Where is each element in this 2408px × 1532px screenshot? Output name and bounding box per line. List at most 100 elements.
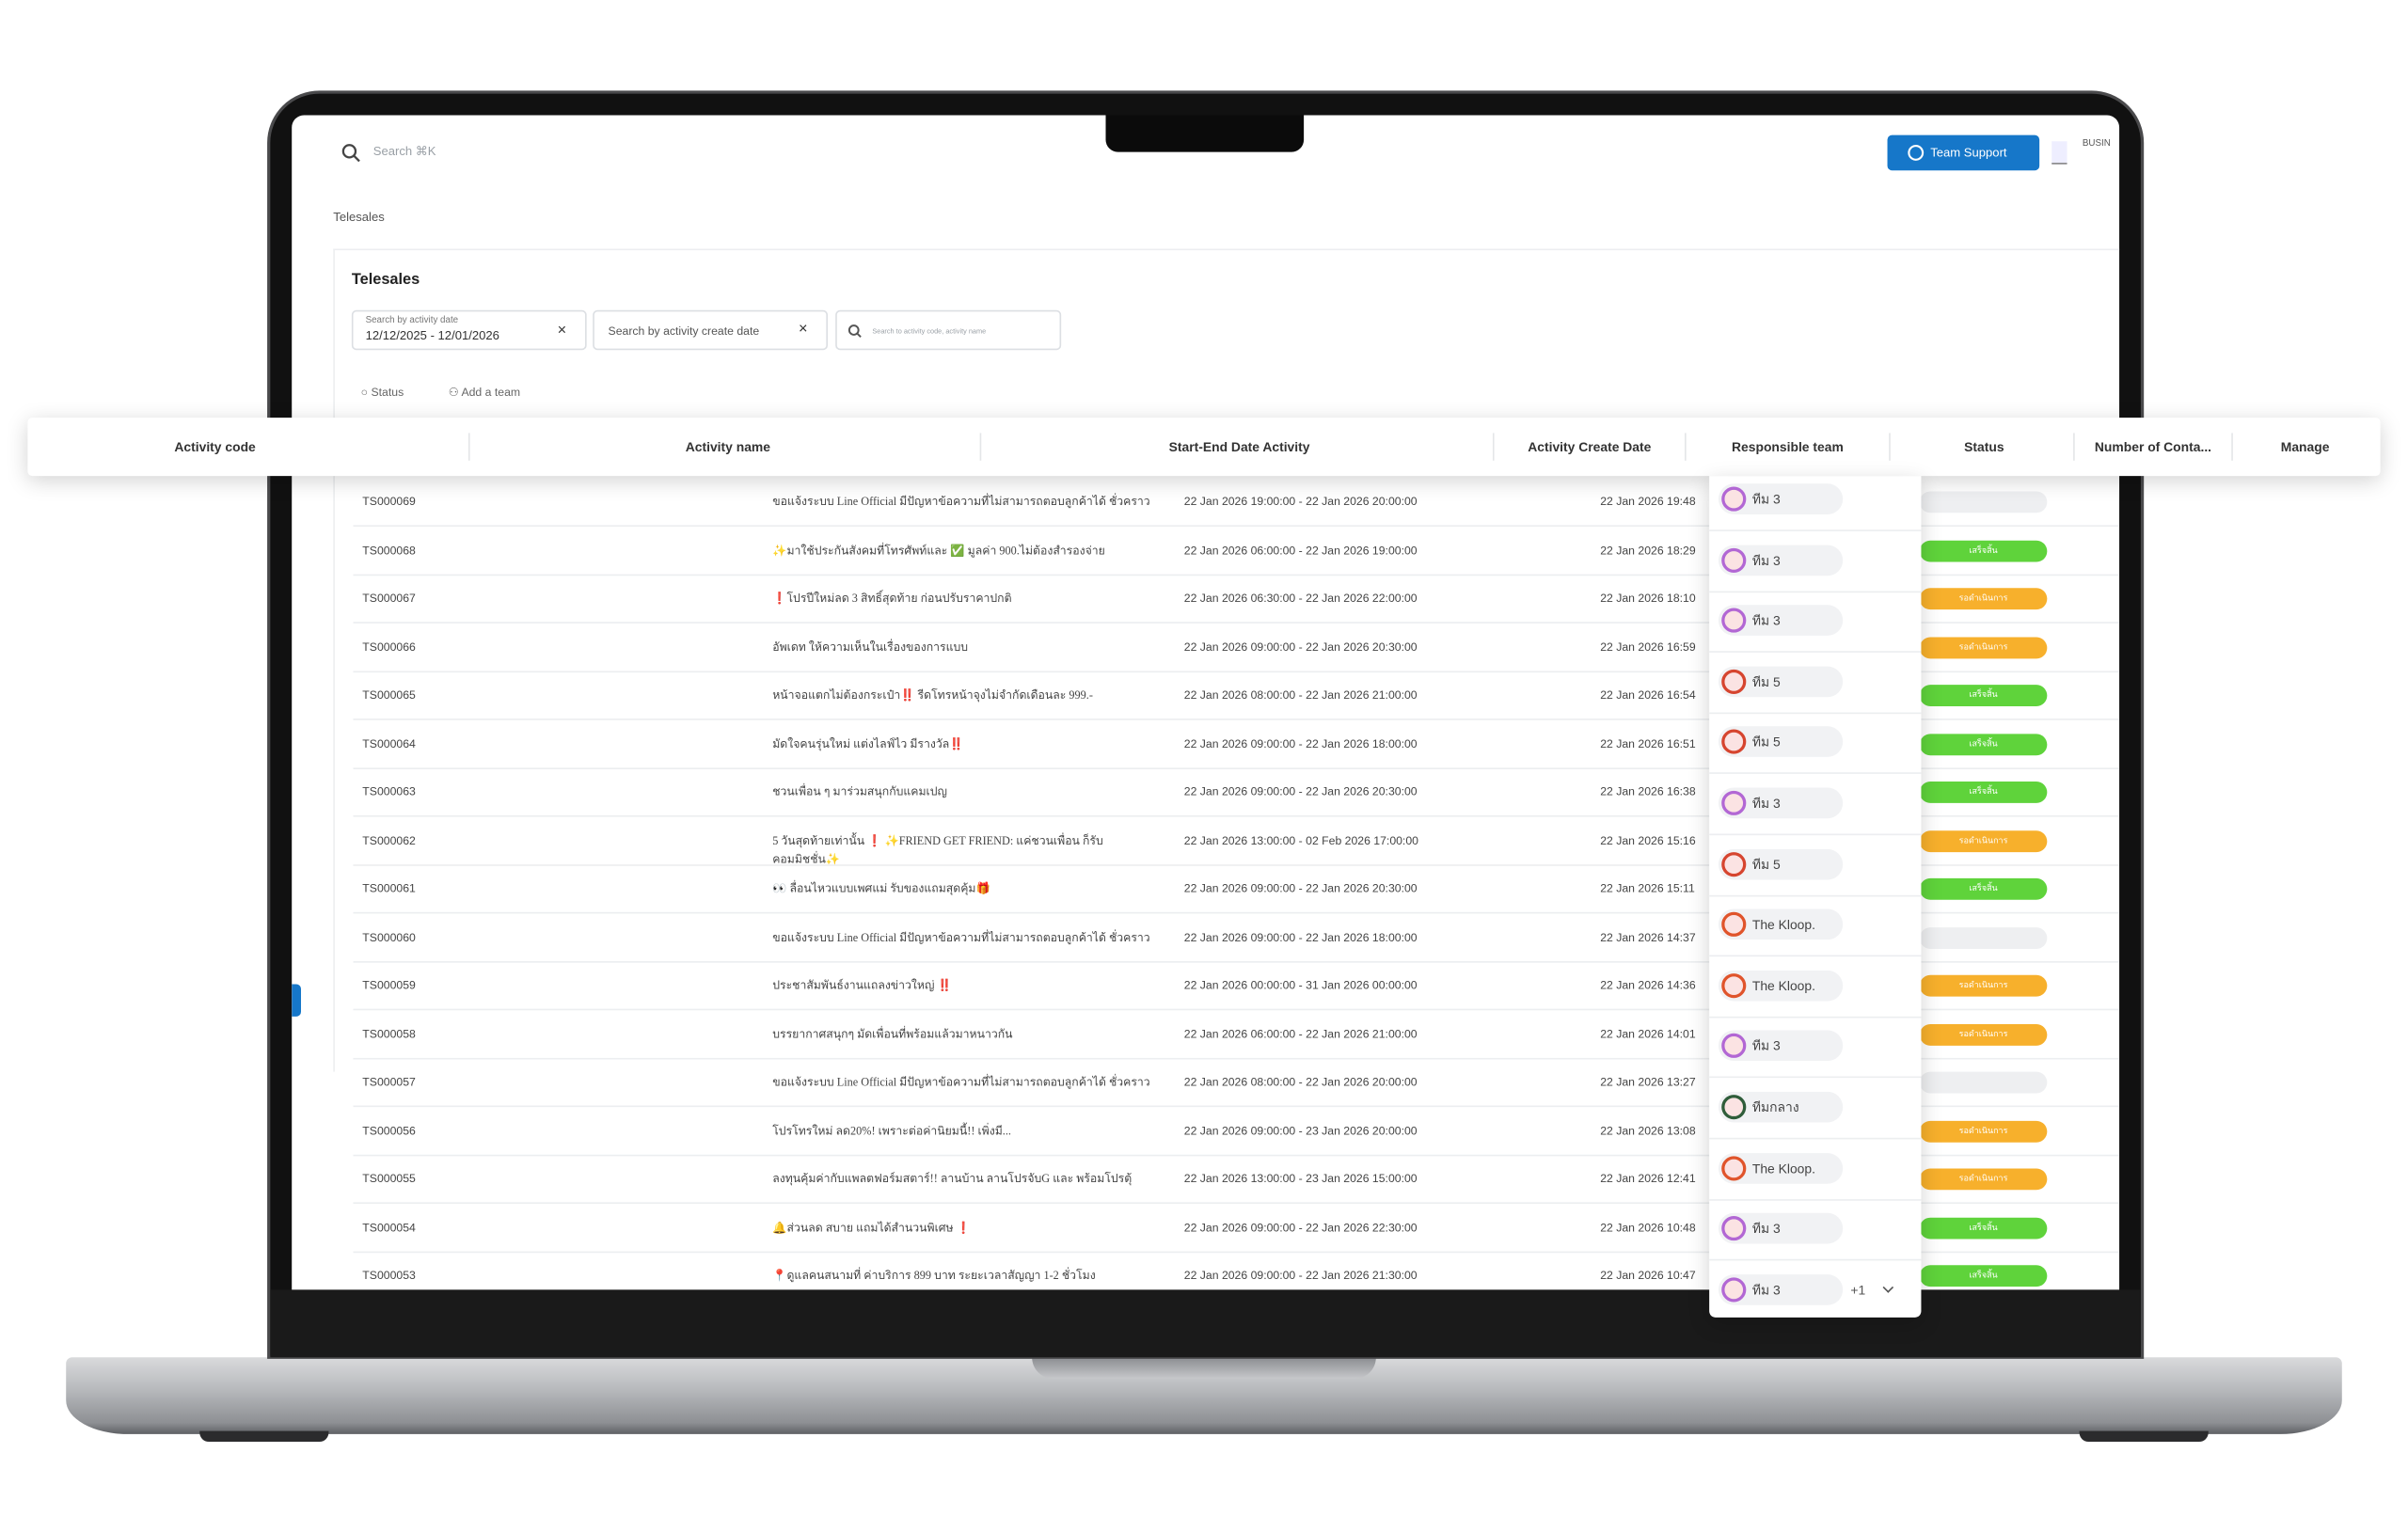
team-chip[interactable]: ทีม 3 (1718, 1213, 1844, 1244)
team-divider (1709, 833, 1922, 836)
add-team-filter[interactable]: ⚇ Add a team (448, 385, 521, 400)
activity-date: 22 Jan 2026 08:00:00 - 22 Jan 2026 21:00… (1183, 687, 1418, 703)
activity-name: ขอแจ้งระบบ Line Official มีปัญหาข้อความท… (772, 1074, 1150, 1089)
team-chip[interactable]: ทีม 3 (1718, 1273, 1844, 1305)
activity-code: TS000056 (362, 1123, 416, 1137)
team-chip[interactable]: The Kloop. (1718, 970, 1844, 1002)
team-chip[interactable]: ทีม 3 (1718, 544, 1844, 576)
search-placeholder[interactable]: Search ⌘K (372, 144, 436, 159)
team-name: ทีม 3 (1751, 1221, 1781, 1237)
column-separator (1492, 433, 1495, 461)
dropdown-chevron[interactable] (1882, 1281, 1894, 1293)
breadcrumb[interactable]: Telesales (333, 210, 385, 225)
status-pill (1919, 1071, 2048, 1094)
status-pill: รอดำเนินการ (1919, 588, 2048, 610)
team-avatar (1721, 730, 1747, 755)
row-divider (353, 911, 2120, 914)
create-date: 22 Jan 2026 10:48 (1600, 1220, 1696, 1234)
row-divider (353, 622, 2120, 624)
activity-name: ลงทุนคุ้มค่ากับแพลตฟอร์มสตาร์!! ลานบ้าน … (772, 1171, 1133, 1186)
activity-code: TS000059 (362, 977, 416, 992)
activity-date: 22 Jan 2026 09:00:00 - 22 Jan 2026 20:30… (1183, 881, 1418, 895)
column-separator (979, 433, 982, 461)
column-header: Activity Create Date (1528, 438, 1652, 455)
row-divider (353, 670, 2120, 672)
team-divider (1709, 651, 1922, 654)
activity-name: 👀 ลื่อนไหวแบบเพศแม่ รับของแถมสุดคุ้ม🎁 (772, 881, 990, 895)
activity-code: TS000068 (362, 543, 416, 557)
team-avatar (1721, 972, 1747, 998)
responsible-team-column: ทีม 3 ทีม 3 ทีม 3 ทีม 5 ทีม 5 ทีม 3 ทีม 5 The K… (1709, 476, 1922, 1318)
create-date: 22 Jan 2026 12:41 (1600, 1171, 1696, 1186)
create-date-filter[interactable]: Search by activity create date × (593, 309, 828, 351)
create-date: 22 Jan 2026 19:48 (1600, 494, 1696, 509)
team-name: ทีม 5 (1751, 734, 1781, 750)
activity-date: 22 Jan 2026 09:00:00 - 23 Jan 2026 20:00… (1183, 1123, 1418, 1137)
activity-date-filter[interactable]: Search by activity date 12/12/2025 - 12/… (351, 309, 587, 351)
activity-code: TS000064 (362, 735, 416, 750)
activity-name: ขอแจ้งระบบ Line Official มีปัญหาข้อความท… (772, 494, 1150, 509)
activity-code: TS000066 (362, 639, 416, 654)
column-header: Responsible team (1732, 438, 1844, 455)
activity-date: 22 Jan 2026 19:00:00 - 22 Jan 2026 20:00… (1183, 494, 1418, 509)
team-chip[interactable]: ทีม 3 (1718, 1031, 1844, 1062)
status-pill: รอดำเนินการ (1919, 829, 2048, 852)
row-divider (353, 1008, 2120, 1011)
create-date: 22 Jan 2026 14:36 (1600, 977, 1696, 992)
team-chip[interactable]: ทีม 5 (1718, 848, 1844, 879)
create-date: 22 Jan 2026 16:51 (1600, 735, 1696, 750)
row-divider (353, 525, 2120, 527)
team-avatar (1721, 1034, 1747, 1059)
create-date: 22 Jan 2026 13:27 (1600, 1074, 1696, 1089)
activity-date: 22 Jan 2026 06:30:00 - 22 Jan 2026 22:00… (1183, 591, 1418, 606)
activity-date: 22 Jan 2026 06:00:00 - 22 Jan 2026 21:00… (1183, 1026, 1418, 1041)
team-name: ทีม 3 (1751, 1281, 1781, 1298)
activity-code: TS000055 (362, 1171, 416, 1186)
team-avatar (1721, 851, 1747, 877)
team-chip[interactable]: ทีม 3 (1718, 483, 1844, 514)
team-avatar (1721, 1095, 1747, 1120)
team-chip[interactable]: The Kloop. (1718, 1152, 1844, 1184)
team-name: The Kloop. (1751, 916, 1815, 933)
row-divider (353, 1153, 2120, 1156)
team-name: The Kloop. (1751, 977, 1815, 993)
team-chip[interactable]: ทีม 3 (1718, 787, 1844, 819)
team-divider (1709, 894, 1922, 896)
team-chip[interactable]: ทีม 5 (1718, 666, 1844, 697)
camera-notch (1105, 115, 1305, 152)
search-icon (341, 144, 360, 163)
team-name: ทีม 3 (1751, 612, 1781, 629)
side-tab[interactable] (292, 984, 301, 1017)
status-filter[interactable]: ○ Status (360, 385, 404, 400)
team-chip[interactable]: ทีม 5 (1718, 726, 1844, 758)
team-chip[interactable]: ทีมกลาง (1718, 1091, 1844, 1123)
create-date: 22 Jan 2026 16:38 (1600, 784, 1696, 798)
panel-title: Telesales (351, 271, 420, 289)
user-icon[interactable] (2052, 141, 2067, 165)
team-support-button[interactable]: Team Support (1887, 134, 2040, 171)
status-pill: เสร็จสิ้น (1919, 1265, 2048, 1287)
row-divider (353, 1105, 2120, 1108)
activity-name: มัดใจคนรุ่นใหม่ แต่งไลฟ์ไว มีรางวัล‼️ (772, 735, 964, 750)
team-chip[interactable]: ทีม 3 (1718, 605, 1844, 637)
laptop-foot (2079, 1430, 2209, 1443)
create-date: 22 Jan 2026 16:54 (1600, 687, 1696, 703)
create-date: 22 Jan 2026 15:16 (1600, 832, 1696, 847)
column-separator (2231, 433, 2233, 461)
table-header: Activity code Activity name Start-End Date… (27, 418, 2381, 477)
clear-icon[interactable]: × (557, 322, 567, 340)
create-date: 22 Jan 2026 16:59 (1600, 639, 1696, 654)
team-chip[interactable]: The Kloop. (1718, 908, 1844, 940)
row-divider (353, 1250, 2120, 1253)
team-divider (1709, 590, 1922, 592)
search-icon (848, 324, 862, 339)
row-divider (353, 719, 2120, 720)
activity-date: 22 Jan 2026 09:00:00 - 22 Jan 2026 18:00… (1183, 929, 1418, 944)
row-divider (353, 1202, 2120, 1204)
search-input[interactable]: Search to activity code, activity name (835, 309, 1062, 351)
row-divider (353, 814, 2120, 817)
team-divider (1709, 772, 1922, 775)
clear-icon[interactable]: × (798, 321, 808, 339)
team-divider (1709, 1198, 1922, 1201)
activity-code: TS000058 (362, 1026, 416, 1041)
